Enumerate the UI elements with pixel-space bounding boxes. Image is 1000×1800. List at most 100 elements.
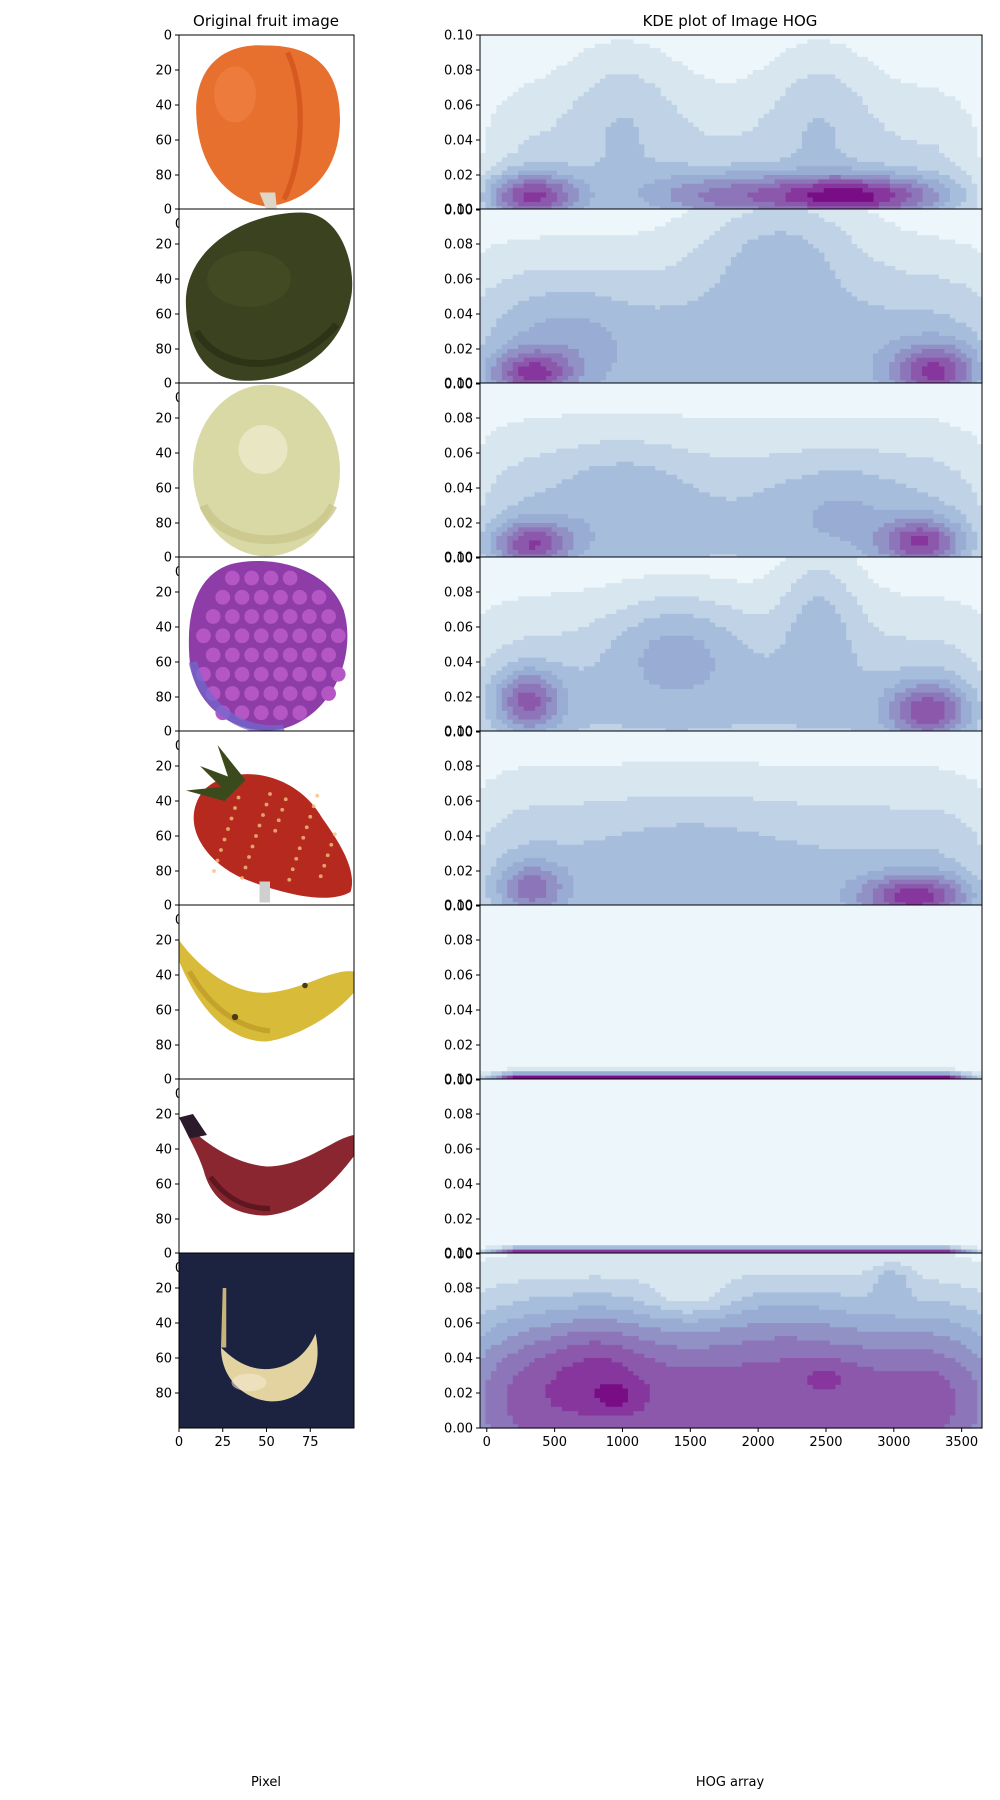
- seed: [290, 867, 295, 872]
- drupelet: [321, 609, 336, 624]
- x-tick-label: 1000: [606, 1435, 639, 1450]
- density-level-0: [480, 731, 983, 789]
- fruit-rim: [188, 660, 285, 734]
- y-tick-label: 40: [155, 273, 172, 288]
- y-tick-label: 0.10: [444, 551, 473, 566]
- y-tick-label: 60: [155, 482, 172, 497]
- fruit-apricot: [196, 45, 340, 210]
- drupelet: [311, 589, 327, 605]
- density-level-8: [523, 183, 896, 207]
- fruit-avocado: [185, 212, 353, 381]
- seed: [261, 813, 265, 817]
- drupelet: [302, 647, 317, 663]
- seed: [318, 874, 323, 879]
- density-level-6: [485, 1331, 978, 1429]
- y-tick-label: 40: [155, 795, 172, 810]
- y-tick-label: 0.06: [444, 795, 473, 810]
- y-tick-label: 20: [155, 760, 172, 775]
- density-level-2: [480, 439, 983, 559]
- y-tick-label: 0.04: [444, 656, 473, 671]
- y-tick-label: 0.08: [444, 1282, 473, 1297]
- fruit-highlight: [207, 251, 291, 307]
- y-tick-label: 40: [155, 1143, 172, 1158]
- y-tick-label: 40: [155, 969, 172, 984]
- density-level-3: [480, 1270, 983, 1337]
- x-tick-label: 2500: [809, 1435, 842, 1450]
- y-tick-label: 0.04: [444, 1352, 473, 1367]
- fruit-tip: [179, 1114, 207, 1139]
- y-tick-label: 0.00: [444, 900, 473, 915]
- y-tick-label: 40: [155, 621, 172, 636]
- left-column-title: Original fruit image: [193, 12, 339, 30]
- density-level-1: [480, 209, 983, 298]
- seed: [268, 792, 272, 796]
- y-tick-label: 80: [155, 1213, 172, 1228]
- seed: [276, 818, 281, 823]
- y-tick-label: 0.00: [444, 1422, 473, 1437]
- y-tick-label: 0.08: [444, 64, 473, 79]
- drupelet: [321, 647, 336, 663]
- density-level-0: [480, 35, 983, 159]
- y-tick-label: 60: [155, 134, 172, 149]
- fruit-shadow: [193, 322, 340, 367]
- drupelet: [263, 686, 279, 701]
- drupelet: [244, 647, 259, 663]
- y-tick-label: 0.00: [444, 1248, 473, 1263]
- drupelet: [321, 686, 336, 701]
- y-tick-label: 20: [155, 1108, 172, 1123]
- drupelet: [234, 589, 250, 605]
- drupelet: [292, 628, 308, 644]
- y-tick-label: 40: [155, 1317, 172, 1332]
- y-tick-label: 0.02: [444, 1213, 473, 1228]
- y-tick-label: 20: [155, 934, 172, 949]
- y-tick-label: 40: [155, 99, 172, 114]
- density-level-6: [507, 523, 950, 559]
- y-tick-label: 0: [164, 899, 172, 914]
- drupelet: [244, 609, 259, 624]
- y-tick-label: 0.02: [444, 169, 473, 184]
- y-tick-label: 0.06: [444, 1317, 473, 1332]
- density-level-3: [480, 461, 978, 559]
- density-level-4: [485, 318, 983, 385]
- drupelet: [215, 666, 231, 682]
- image-background: [179, 1253, 354, 1428]
- fruit-highlight: [231, 1373, 267, 1392]
- fruit-banana: [179, 940, 354, 1042]
- density-level-4: [490, 501, 967, 559]
- kde-plot-panel: 0.000.020.040.060.080.100500100015002000…: [444, 725, 983, 928]
- drupelet: [263, 647, 279, 663]
- y-tick-label: 0.00: [444, 204, 473, 219]
- y-tick-label: 0.08: [444, 238, 473, 253]
- seed: [222, 837, 227, 842]
- y-tick-label: 0.04: [444, 134, 473, 149]
- fruit-shape: [185, 212, 353, 381]
- density-level-3: [485, 596, 983, 733]
- x-tick-label: 2000: [742, 1435, 775, 1450]
- x-tick-label: 500: [542, 1435, 567, 1450]
- density-level-1: [480, 557, 983, 672]
- y-tick-label: 20: [155, 586, 172, 601]
- seed: [322, 863, 327, 868]
- seed: [226, 827, 230, 831]
- density-level-5: [507, 866, 967, 907]
- x-tick-label: 3500: [945, 1435, 978, 1450]
- drupelet: [282, 609, 298, 624]
- x-tick-label: 75: [302, 1435, 319, 1450]
- y-tick-label: 0: [164, 551, 172, 566]
- drupelet: [225, 686, 240, 701]
- drupelet: [330, 666, 346, 682]
- drupelet: [292, 666, 308, 682]
- fruit-banana-dark-background: [221, 1288, 318, 1402]
- x-tick-label: 3000: [877, 1435, 910, 1450]
- y-tick-label: 0.02: [444, 343, 473, 358]
- seed: [236, 795, 241, 800]
- y-tick-label: 0.10: [444, 203, 473, 218]
- density-level-5: [496, 175, 939, 211]
